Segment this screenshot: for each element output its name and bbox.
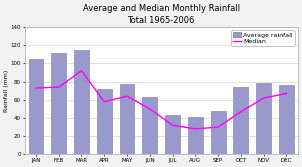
Bar bbox=[142, 97, 157, 154]
Bar bbox=[97, 89, 112, 154]
Bar bbox=[279, 85, 294, 154]
Bar bbox=[120, 84, 134, 154]
Bar bbox=[51, 53, 66, 154]
Bar bbox=[233, 87, 248, 154]
Bar bbox=[165, 115, 180, 154]
Bar bbox=[211, 111, 226, 154]
Title: Average and Median Monthly Rainfall
Total 1965-2006: Average and Median Monthly Rainfall Tota… bbox=[83, 4, 240, 25]
Bar bbox=[28, 59, 43, 154]
Bar bbox=[188, 117, 203, 154]
Legend: Average rainfall, Median: Average rainfall, Median bbox=[231, 30, 295, 46]
Bar bbox=[74, 50, 89, 154]
Bar bbox=[256, 84, 271, 154]
Y-axis label: Rainfall (mm): Rainfall (mm) bbox=[4, 70, 9, 112]
